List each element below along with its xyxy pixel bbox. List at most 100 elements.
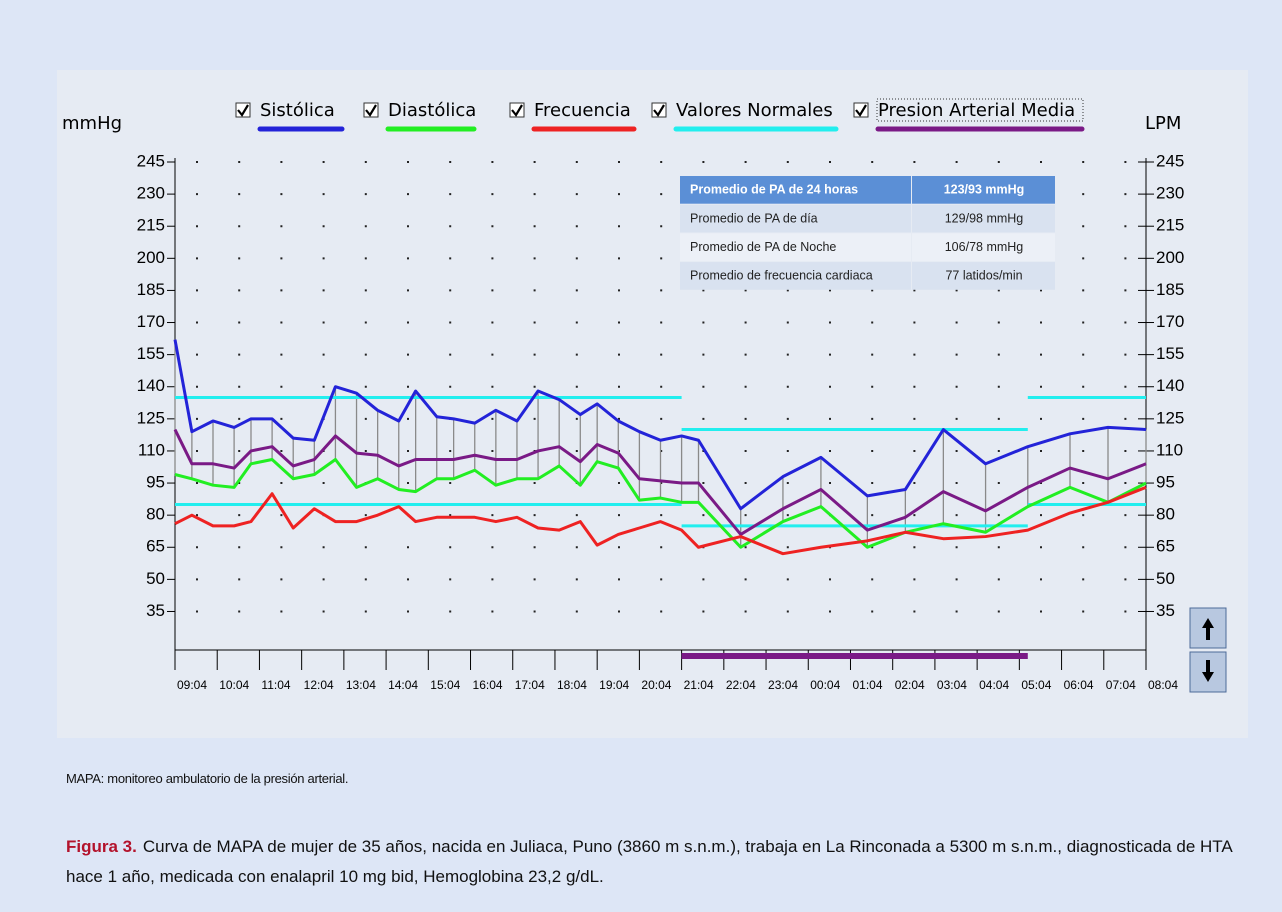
x-tick-label: 09:04 (177, 678, 207, 692)
y-tick-label: 65 (146, 537, 165, 556)
y2-axis-label: LPM (1145, 113, 1181, 134)
y2-tick-label: 140 (1156, 376, 1184, 395)
x-tick-label: 16:04 (473, 678, 503, 692)
y-tick-label: 200 (137, 248, 165, 267)
y2-tick-label: 185 (1156, 280, 1184, 299)
legend-item[interactable]: Frecuencia (509, 100, 637, 132)
caption-label: Figura 3. (66, 837, 137, 856)
y-tick-label: 95 (146, 473, 165, 492)
y-tick-label: 215 (137, 216, 165, 235)
check-mark (237, 104, 249, 117)
table-cell-text: Promedio de PA de Noche (690, 240, 836, 254)
table-header-text: Promedio de PA de 24 horas (690, 183, 858, 197)
check-mark (855, 104, 867, 117)
chart: mmHg LPM 35 50 65 80 95 110 125 140 155 170 185 200… (62, 98, 1227, 693)
y-tick-label: 140 (137, 376, 165, 395)
x-tick-label: 10:04 (219, 678, 249, 692)
focus-outline (876, 98, 1084, 122)
x-tick-label: 19:04 (599, 678, 629, 692)
y2-tick-label: 155 (1156, 344, 1184, 363)
x-tick-label: 01:04 (852, 678, 882, 692)
arrow-down-icon (1202, 660, 1214, 682)
y2-tick-label: 65 (1156, 537, 1175, 556)
x-tick-label: 08:04 (1148, 678, 1178, 692)
y-tick-label: 230 (137, 184, 165, 203)
legend-label: Diastólica (388, 100, 476, 121)
footnote: MAPA: monitoreo ambulatorio de la presió… (66, 771, 349, 786)
y-tick-label: 155 (137, 344, 165, 363)
x-tick-label: 12:04 (304, 678, 334, 692)
table-cell-text: 77 latidos/min (945, 269, 1022, 283)
x-tick-label: 22:04 (726, 678, 756, 692)
caption-text: Curva de MAPA de mujer de 35 años, nacid… (66, 837, 1232, 886)
check-mark (511, 104, 523, 117)
y-tick-label: 80 (146, 505, 165, 524)
check-mark (653, 104, 665, 117)
x-tick-label: 13:04 (346, 678, 376, 692)
x-tick-label: 05:04 (1021, 678, 1051, 692)
x-tick-label: 00:04 (810, 678, 840, 692)
x-tick-label: 04:04 (979, 678, 1009, 692)
x-tick-label: 23:04 (768, 678, 798, 692)
x-tick-label: 02:04 (895, 678, 925, 692)
y-tick-label: 170 (137, 312, 165, 331)
y2-tick-label: 35 (1156, 601, 1175, 620)
legend-item[interactable]: Diastólica (363, 100, 477, 132)
legend-item[interactable]: Sistólica (235, 100, 345, 132)
check-mark (365, 104, 377, 117)
table-cell-text: 106/78 mmHg (945, 240, 1024, 254)
y2-tick-label: 110 (1156, 440, 1183, 459)
x-tick-label: 20:04 (641, 678, 671, 692)
legend-item[interactable]: Valores Normales (651, 100, 839, 132)
normal-upper-line (175, 395, 1146, 432)
y-tick-label: 125 (137, 408, 165, 427)
table-cell-text: Promedio de frecuencia cardiaca (690, 269, 873, 283)
x-tick-label: 06:04 (1064, 678, 1094, 692)
series-line (173, 339, 1147, 511)
x-tick-label: 15:04 (430, 678, 460, 692)
table-cell (912, 204, 1055, 233)
arrow-up-icon (1202, 618, 1214, 640)
table-cell-text: 129/98 mmHg (945, 211, 1024, 225)
y2-tick-label: 95 (1156, 473, 1175, 492)
x-tick-label: 21:04 (684, 678, 714, 692)
legend-label: Presion Arterial Media (878, 100, 1075, 121)
table-cell (912, 233, 1055, 262)
normal-lower-line (175, 502, 1146, 528)
y-axis-label: mmHg (62, 113, 122, 134)
x-tick-label: 18:04 (557, 678, 587, 692)
table-header-cell (680, 176, 911, 204)
scroll-up-button[interactable] (1189, 607, 1227, 649)
y-tick-label: 110 (138, 440, 165, 459)
series-line (173, 428, 1147, 536)
table-header-text: 123/93 mmHg (944, 183, 1025, 197)
y2-tick-label: 245 (1156, 151, 1184, 170)
y2-tick-label: 200 (1156, 248, 1184, 267)
table-cell (680, 233, 911, 262)
table-header-cell (912, 176, 1055, 204)
table-cell (680, 204, 911, 233)
table-cell-text: Promedio de PA de día (690, 211, 818, 225)
y2-tick-label: 125 (1156, 408, 1184, 427)
scroll-down-button[interactable] (1189, 651, 1227, 693)
y2-tick-label: 215 (1156, 216, 1184, 235)
table-cell (912, 262, 1055, 290)
figure-caption: Figura 3. Curva de MAPA de mujer de 35 añ… (66, 832, 1236, 892)
x-tick-label: 11:04 (261, 678, 290, 692)
x-tick-label: 17:04 (515, 678, 545, 692)
y-tick-label: 245 (137, 151, 165, 170)
legend-item[interactable]: Presion Arterial Media (853, 98, 1085, 132)
y2-tick-label: 230 (1156, 184, 1184, 203)
y-tick-label: 50 (146, 569, 165, 588)
y2-tick-label: 170 (1156, 312, 1184, 331)
x-tick-label: 03:04 (937, 678, 967, 692)
y2-tick-label: 50 (1156, 569, 1175, 588)
legend-label: Frecuencia (534, 100, 631, 121)
table-cell (680, 262, 911, 290)
y-tick-label: 185 (137, 280, 165, 299)
legend-label: Sistólica (260, 100, 335, 121)
series-line (174, 485, 1147, 556)
x-tick-label: 07:04 (1106, 678, 1136, 692)
x-tick-label: 14:04 (388, 678, 418, 692)
